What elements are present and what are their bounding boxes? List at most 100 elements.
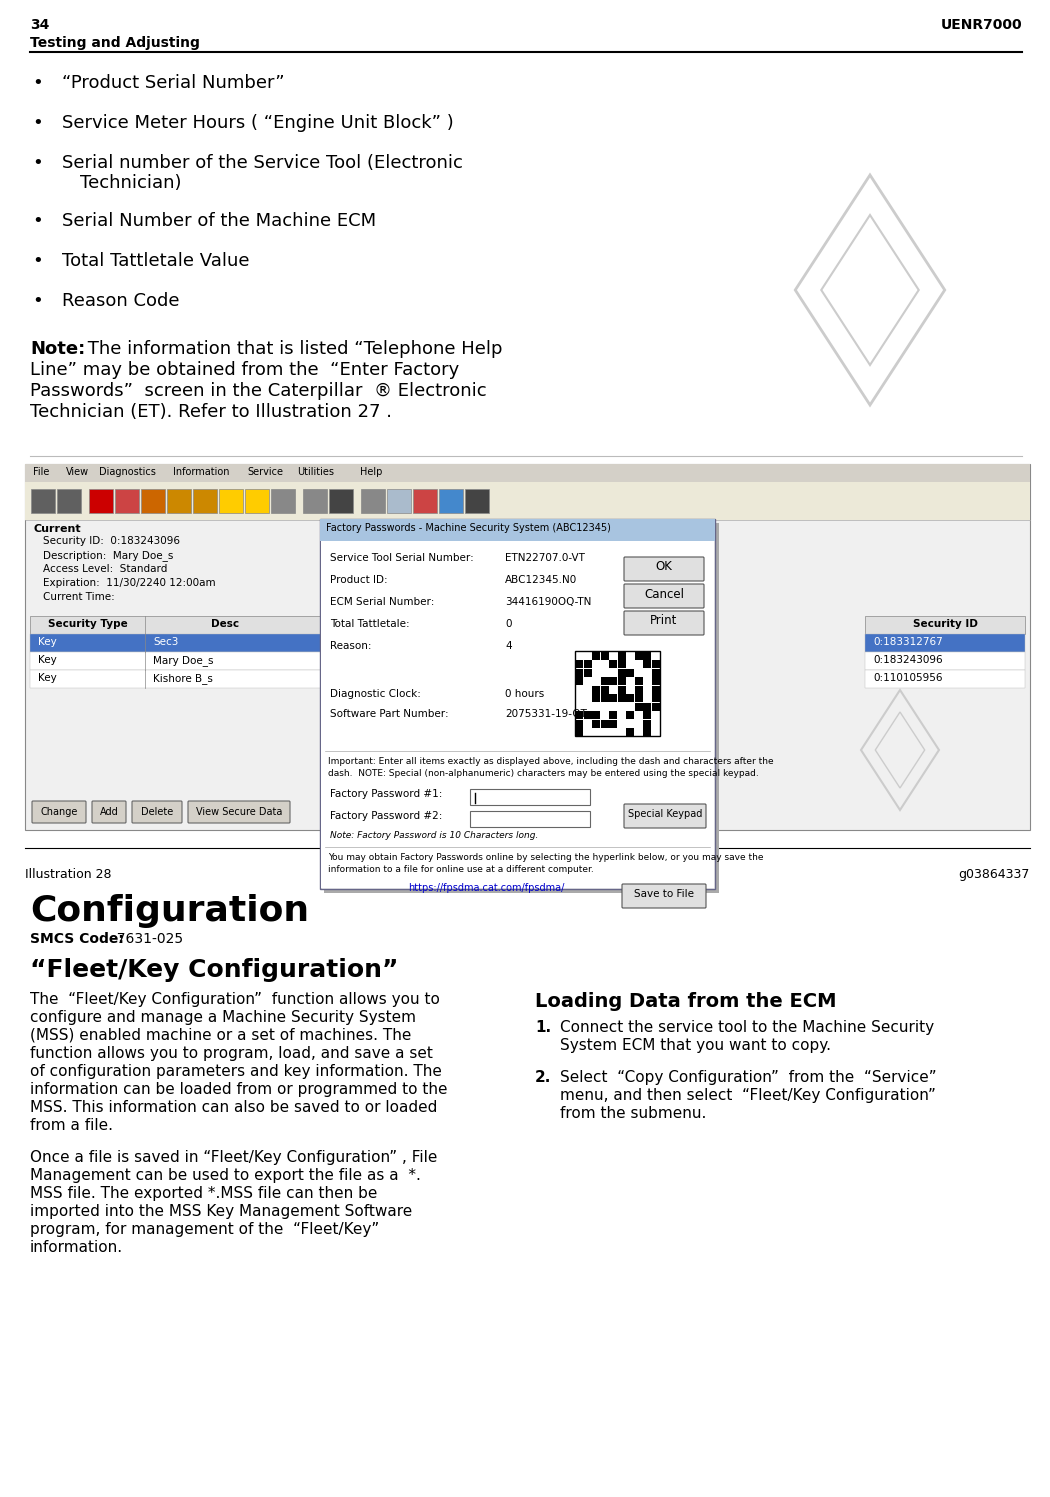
Bar xyxy=(651,702,659,711)
Text: Kishore B_s: Kishore B_s xyxy=(153,674,213,684)
Text: Service Tool Serial Number:: Service Tool Serial Number: xyxy=(330,552,474,563)
Text: •: • xyxy=(33,292,43,310)
Bar xyxy=(634,702,643,711)
Bar xyxy=(219,490,243,513)
Bar xyxy=(609,695,617,702)
Text: 0: 0 xyxy=(505,618,511,629)
Text: Desc: Desc xyxy=(211,618,239,629)
Text: 0 hours: 0 hours xyxy=(505,689,544,699)
Bar xyxy=(634,695,643,702)
Bar xyxy=(617,677,626,686)
Text: information can be loaded from or programmed to the: information can be loaded from or progra… xyxy=(30,1082,447,1097)
Bar xyxy=(865,635,1025,653)
Text: https://fpsdma.cat.com/fpsdma/: https://fpsdma.cat.com/fpsdma/ xyxy=(407,883,564,894)
Text: menu, and then select  “Fleet/Key Configuration”: menu, and then select “Fleet/Key Configu… xyxy=(560,1088,936,1103)
Text: Change: Change xyxy=(40,807,78,817)
Bar xyxy=(584,660,591,668)
Bar xyxy=(89,490,113,513)
Text: Diagnostic Clock:: Diagnostic Clock: xyxy=(330,689,421,699)
Text: System ECM that you want to copy.: System ECM that you want to copy. xyxy=(560,1037,831,1052)
Text: Utilities: Utilities xyxy=(297,467,335,478)
Bar xyxy=(575,677,583,686)
Text: Diagnostics: Diagnostics xyxy=(100,467,156,478)
Text: Select  “Copy Configuration”  from the  “Service”: Select “Copy Configuration” from the “Se… xyxy=(560,1070,937,1085)
FancyBboxPatch shape xyxy=(188,801,290,823)
Bar xyxy=(303,490,327,513)
Text: Key: Key xyxy=(38,674,57,683)
FancyBboxPatch shape xyxy=(624,611,704,635)
Bar xyxy=(116,490,139,513)
Bar xyxy=(320,519,715,889)
Text: View Secure Data: View Secure Data xyxy=(195,807,282,817)
Text: UENR7000: UENR7000 xyxy=(941,18,1022,31)
Text: imported into the MSS Key Management Software: imported into the MSS Key Management Sof… xyxy=(30,1204,413,1219)
Bar xyxy=(57,490,81,513)
Text: Cancel: Cancel xyxy=(644,587,684,600)
Text: File: File xyxy=(33,467,49,478)
Bar xyxy=(167,490,191,513)
Bar xyxy=(865,653,1025,671)
Text: 0:183312767: 0:183312767 xyxy=(873,638,943,647)
Bar xyxy=(601,695,609,702)
Text: •: • xyxy=(33,154,43,172)
Text: OK: OK xyxy=(655,560,672,573)
Bar xyxy=(387,490,411,513)
Text: Print: Print xyxy=(650,614,677,627)
Bar xyxy=(30,635,385,653)
Bar xyxy=(575,651,660,737)
Text: ABC12345.N0: ABC12345.N0 xyxy=(505,575,578,585)
Text: 34416190OQ-TN: 34416190OQ-TN xyxy=(505,597,591,606)
Text: The information that is listed “Telephone Help: The information that is listed “Telephon… xyxy=(82,340,503,358)
Text: of configuration parameters and key information. The: of configuration parameters and key info… xyxy=(30,1064,442,1079)
FancyBboxPatch shape xyxy=(624,804,706,828)
Bar xyxy=(141,490,165,513)
Bar xyxy=(193,490,217,513)
Text: 2.: 2. xyxy=(536,1070,551,1085)
Bar xyxy=(470,789,590,805)
Text: Passwords”  screen in the Caterpillar  ® Electronic: Passwords” screen in the Caterpillar ® E… xyxy=(30,382,486,400)
Text: 7631-025: 7631-025 xyxy=(108,933,183,946)
Text: Delete: Delete xyxy=(141,807,173,817)
Bar xyxy=(413,490,437,513)
Bar xyxy=(626,728,634,737)
Text: ETN22707.0-VT: ETN22707.0-VT xyxy=(505,552,585,563)
Text: Total Tattletale:: Total Tattletale: xyxy=(330,618,410,629)
Text: program, for management of the  “Fleet/Key”: program, for management of the “Fleet/Ke… xyxy=(30,1222,379,1237)
Text: Important: Enter all items exactly as displayed above, including the dash and ch: Important: Enter all items exactly as di… xyxy=(328,757,774,766)
FancyBboxPatch shape xyxy=(624,584,704,608)
Bar xyxy=(634,651,643,660)
Text: The  “Fleet/Key Configuration”  function allows you to: The “Fleet/Key Configuration” function a… xyxy=(30,993,440,1007)
Text: View: View xyxy=(66,467,89,478)
Text: Technician): Technician) xyxy=(80,174,182,192)
Bar xyxy=(643,702,651,711)
FancyBboxPatch shape xyxy=(624,557,704,581)
Text: Product ID:: Product ID: xyxy=(330,575,387,585)
Bar xyxy=(651,669,659,677)
Bar xyxy=(634,677,643,686)
Text: Factory Password #2:: Factory Password #2: xyxy=(330,811,442,820)
Text: Loading Data from the ECM: Loading Data from the ECM xyxy=(536,993,837,1010)
Bar xyxy=(865,615,1025,635)
Text: information to a file for online use at a different computer.: information to a file for online use at … xyxy=(328,865,593,874)
Bar xyxy=(601,720,609,728)
Text: Security Type: Security Type xyxy=(47,618,127,629)
Text: Serial number of the Service Tool (Electronic: Serial number of the Service Tool (Elect… xyxy=(62,154,463,172)
Text: Security ID: Security ID xyxy=(912,618,978,629)
Text: Technician (ET). Refer to Illustration 27 .: Technician (ET). Refer to Illustration 2… xyxy=(30,403,392,421)
Text: Line” may be obtained from the  “Enter Factory: Line” may be obtained from the “Enter Fa… xyxy=(30,361,459,379)
Text: Key: Key xyxy=(38,638,57,647)
Bar xyxy=(643,651,651,660)
Bar xyxy=(329,490,353,513)
Text: Reason Code: Reason Code xyxy=(62,292,180,310)
FancyBboxPatch shape xyxy=(32,801,86,823)
Text: Add: Add xyxy=(100,807,119,817)
Text: Service Meter Hours ( “Engine Unit Block” ): Service Meter Hours ( “Engine Unit Block… xyxy=(62,114,454,132)
Bar xyxy=(617,686,626,693)
Bar xyxy=(865,671,1025,689)
Bar xyxy=(609,660,617,668)
Text: Information: Information xyxy=(173,467,230,478)
Bar xyxy=(32,490,55,513)
Text: Configuration: Configuration xyxy=(30,894,309,928)
Text: Current Time:: Current Time: xyxy=(43,591,114,602)
Text: Software Part Number:: Software Part Number: xyxy=(330,710,448,719)
